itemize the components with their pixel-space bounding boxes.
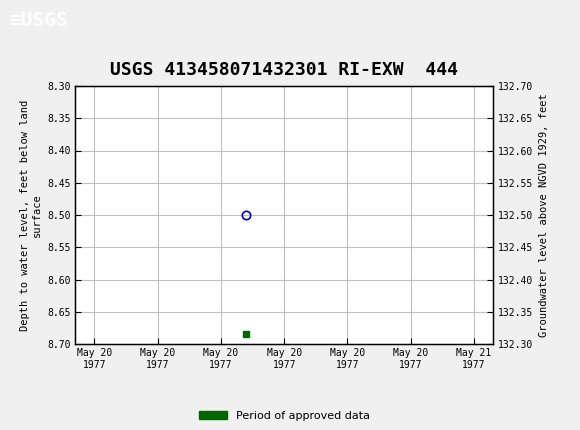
- Y-axis label: Depth to water level, feet below land
surface: Depth to water level, feet below land su…: [20, 99, 42, 331]
- Legend: Period of approved data: Period of approved data: [194, 406, 374, 425]
- Y-axis label: Groundwater level above NGVD 1929, feet: Groundwater level above NGVD 1929, feet: [539, 93, 549, 337]
- Text: ≡USGS: ≡USGS: [9, 11, 67, 30]
- Title: USGS 413458071432301 RI-EXW  444: USGS 413458071432301 RI-EXW 444: [110, 61, 458, 79]
